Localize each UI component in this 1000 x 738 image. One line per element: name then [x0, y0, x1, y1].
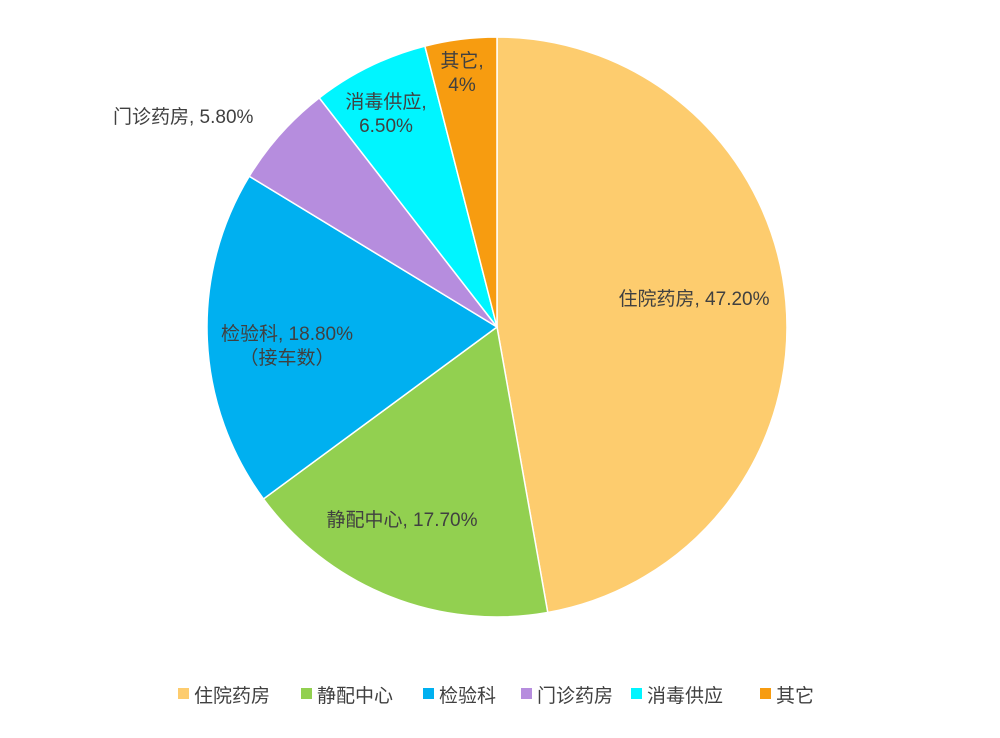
legend-item-5: 其它	[760, 685, 814, 707]
slice-label-line: 6.50%	[359, 116, 413, 137]
legend-swatch	[423, 688, 434, 699]
pie-slice-5	[423, 36, 498, 328]
slice-label-line: 4%	[448, 75, 476, 96]
legend-item-3: 门诊药房	[521, 685, 613, 707]
slice-label-3: 门诊药房, 5.80%	[113, 106, 254, 128]
slice-label-line: 消毒供应,	[345, 91, 426, 113]
legend-swatch	[631, 688, 642, 699]
slice-label-line: 住院药房, 47.20%	[619, 288, 770, 310]
pie-slices	[206, 36, 788, 618]
legend-label: 住院药房	[194, 685, 270, 707]
legend-label: 检验科	[439, 685, 496, 707]
pie-slice-4	[318, 45, 498, 328]
legend-swatch	[760, 688, 771, 699]
slice-label-line: 其它,	[440, 50, 483, 72]
legend-label: 消毒供应	[647, 685, 723, 707]
legend-item-2: 检验科	[423, 685, 496, 707]
legend-item-0: 住院药房	[178, 685, 270, 707]
legend-swatch	[178, 688, 189, 699]
slice-label-1: 静配中心, 17.70%	[327, 509, 478, 531]
slice-label-line: 检验科, 18.80%	[221, 323, 353, 345]
legend-label: 门诊药房	[537, 685, 613, 707]
slice-label-line: 静配中心, 17.70%	[327, 509, 478, 531]
slice-label-0: 住院药房, 47.20%	[619, 288, 770, 310]
pie-slice-1	[262, 325, 549, 618]
legend: 住院药房 静配中心 检验科 门诊药房 消毒供应 其它	[178, 685, 814, 707]
legend-item-1: 静配中心	[301, 685, 393, 707]
legend-label: 其它	[776, 685, 814, 707]
slice-label-2: 检验科, 18.80%（接车数）	[221, 323, 353, 369]
pie-slice-0	[496, 36, 788, 614]
slice-label-line: （接车数）	[239, 347, 334, 369]
slice-label-5: 其它, 4%	[440, 50, 483, 96]
pie-slice-2	[206, 175, 499, 500]
slice-labels: 住院药房, 47.20% 静配中心, 17.70% 检验科, 18.80%（接车数）…	[113, 50, 770, 531]
legend-item-4: 消毒供应	[631, 685, 723, 707]
legend-label: 静配中心	[317, 685, 393, 707]
slice-label-line: 门诊药房, 5.80%	[113, 106, 254, 128]
slice-label-4: 消毒供应, 6.50%	[345, 91, 426, 137]
legend-swatch	[301, 688, 312, 699]
legend-swatch	[521, 688, 532, 699]
